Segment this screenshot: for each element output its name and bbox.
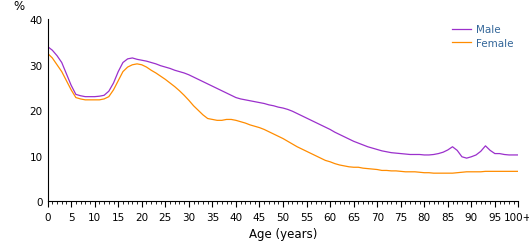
Female bbox=[261, 129, 267, 132]
Male bbox=[162, 66, 168, 69]
Male bbox=[77, 95, 84, 98]
Y-axis label: %: % bbox=[14, 0, 25, 13]
Female bbox=[515, 170, 522, 173]
Line: Male: Male bbox=[48, 47, 518, 159]
Male bbox=[398, 152, 404, 155]
Female bbox=[431, 172, 437, 175]
Female bbox=[398, 170, 404, 173]
Legend: Male, Female: Male, Female bbox=[452, 25, 513, 48]
Female bbox=[374, 168, 380, 171]
Male bbox=[44, 46, 51, 49]
Female bbox=[77, 98, 84, 101]
Female bbox=[327, 161, 333, 164]
Male bbox=[515, 154, 522, 157]
Male bbox=[374, 148, 380, 151]
Male bbox=[463, 157, 470, 160]
Male bbox=[327, 129, 333, 132]
Line: Female: Female bbox=[48, 54, 518, 173]
Female bbox=[162, 79, 168, 82]
Female bbox=[44, 53, 51, 56]
X-axis label: Age (years): Age (years) bbox=[249, 228, 317, 240]
Male bbox=[261, 103, 267, 106]
